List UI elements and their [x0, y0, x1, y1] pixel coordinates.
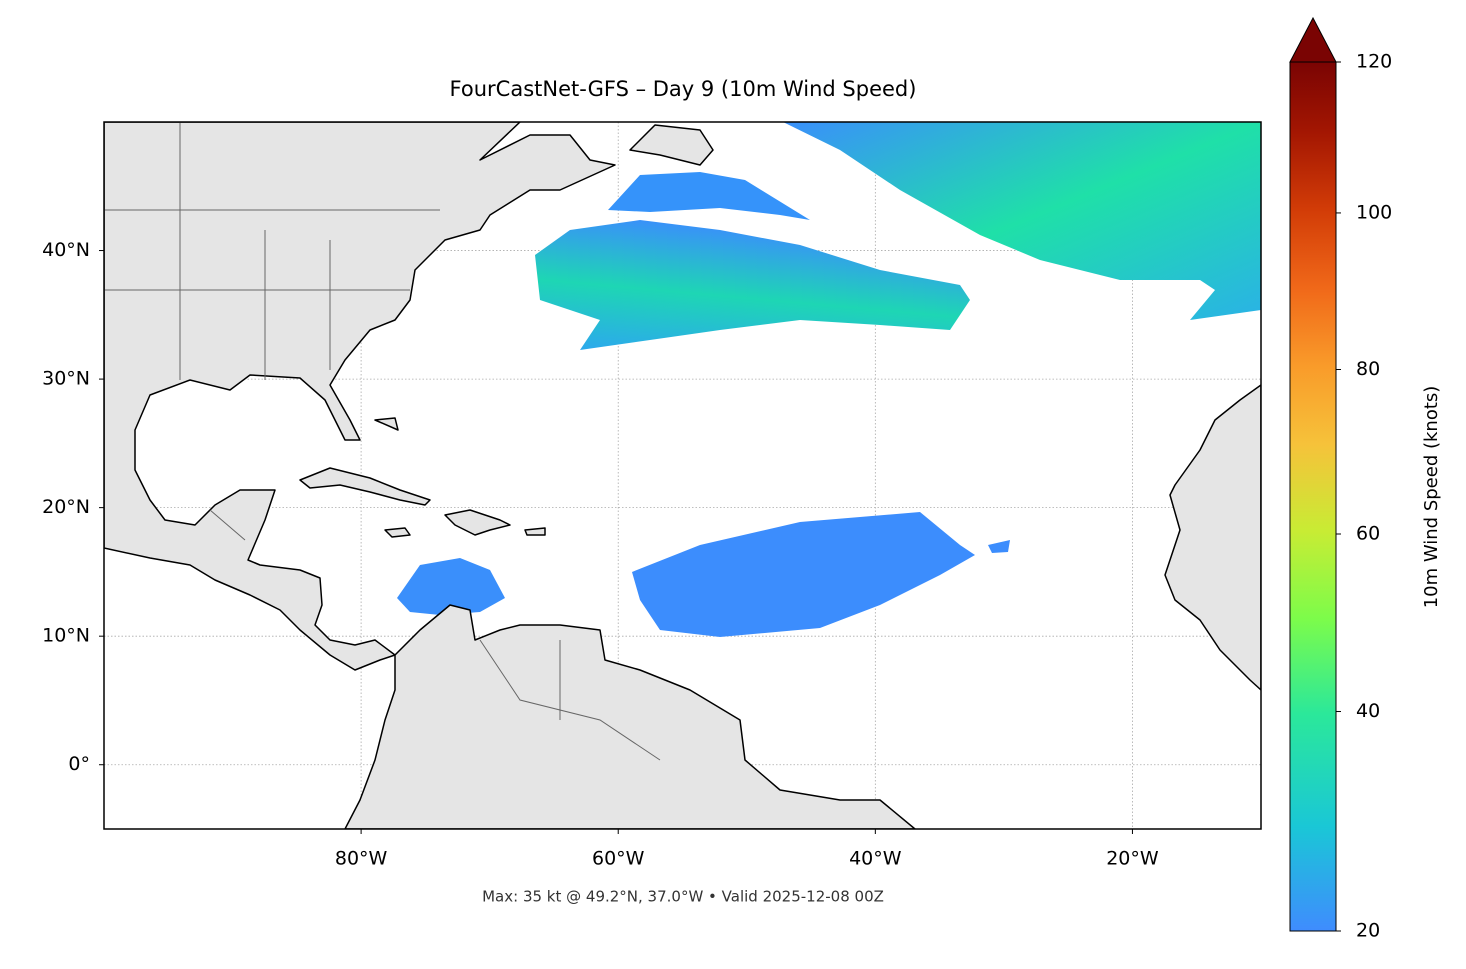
south-america	[344, 604, 916, 829]
newfoundland	[629, 124, 714, 166]
bahamas	[374, 417, 399, 431]
colorbar-tick-label: 60	[1356, 523, 1380, 545]
x-tick-label: 60°W	[592, 848, 645, 870]
wind-field	[326, 122, 1261, 637]
y-tick-label: 10°N	[42, 625, 90, 647]
puerto-rico	[524, 527, 546, 536]
colorbar-extension	[1289, 16, 1337, 63]
footer-note: Max: 35 kt @ 49.2°N, 37.0°W • Valid 2025…	[482, 888, 884, 906]
cuba	[299, 467, 431, 506]
north-america	[104, 122, 616, 671]
colorbar-tick-label: 40	[1356, 700, 1380, 722]
y-tick-label: 20°N	[42, 496, 90, 518]
wind-region	[535, 220, 970, 350]
wind-region	[397, 558, 505, 615]
map	[104, 122, 1261, 829]
colorbar-tick-label: 120	[1356, 51, 1392, 73]
colorbar	[1289, 61, 1337, 932]
colorbar-tick-label: 20	[1356, 920, 1380, 942]
chart-title: FourCastNet-GFS – Day 9 (10m Wind Speed)	[450, 77, 917, 101]
land	[104, 122, 1261, 829]
x-tick-label: 80°W	[335, 848, 388, 870]
colorbar-label: 10m Wind Speed (knots)	[1421, 386, 1442, 609]
colorbar-tick-label: 80	[1356, 358, 1380, 380]
borders	[104, 122, 661, 761]
wind-region	[988, 540, 1010, 553]
hispaniola	[444, 509, 511, 536]
jamaica	[384, 527, 411, 538]
x-tick-label: 40°W	[849, 848, 902, 870]
x-tick-label: 20°W	[1106, 848, 1159, 870]
wind-region	[632, 512, 975, 637]
colorbar-tick-label: 100	[1356, 201, 1392, 223]
africa	[1164, 384, 1261, 691]
wind-region	[608, 172, 810, 220]
map-frame	[103, 121, 1262, 830]
y-tick-label: 0°	[68, 753, 90, 775]
y-tick-label: 30°N	[42, 368, 90, 390]
wind-region	[783, 122, 1261, 320]
y-tick-label: 40°N	[42, 239, 90, 261]
